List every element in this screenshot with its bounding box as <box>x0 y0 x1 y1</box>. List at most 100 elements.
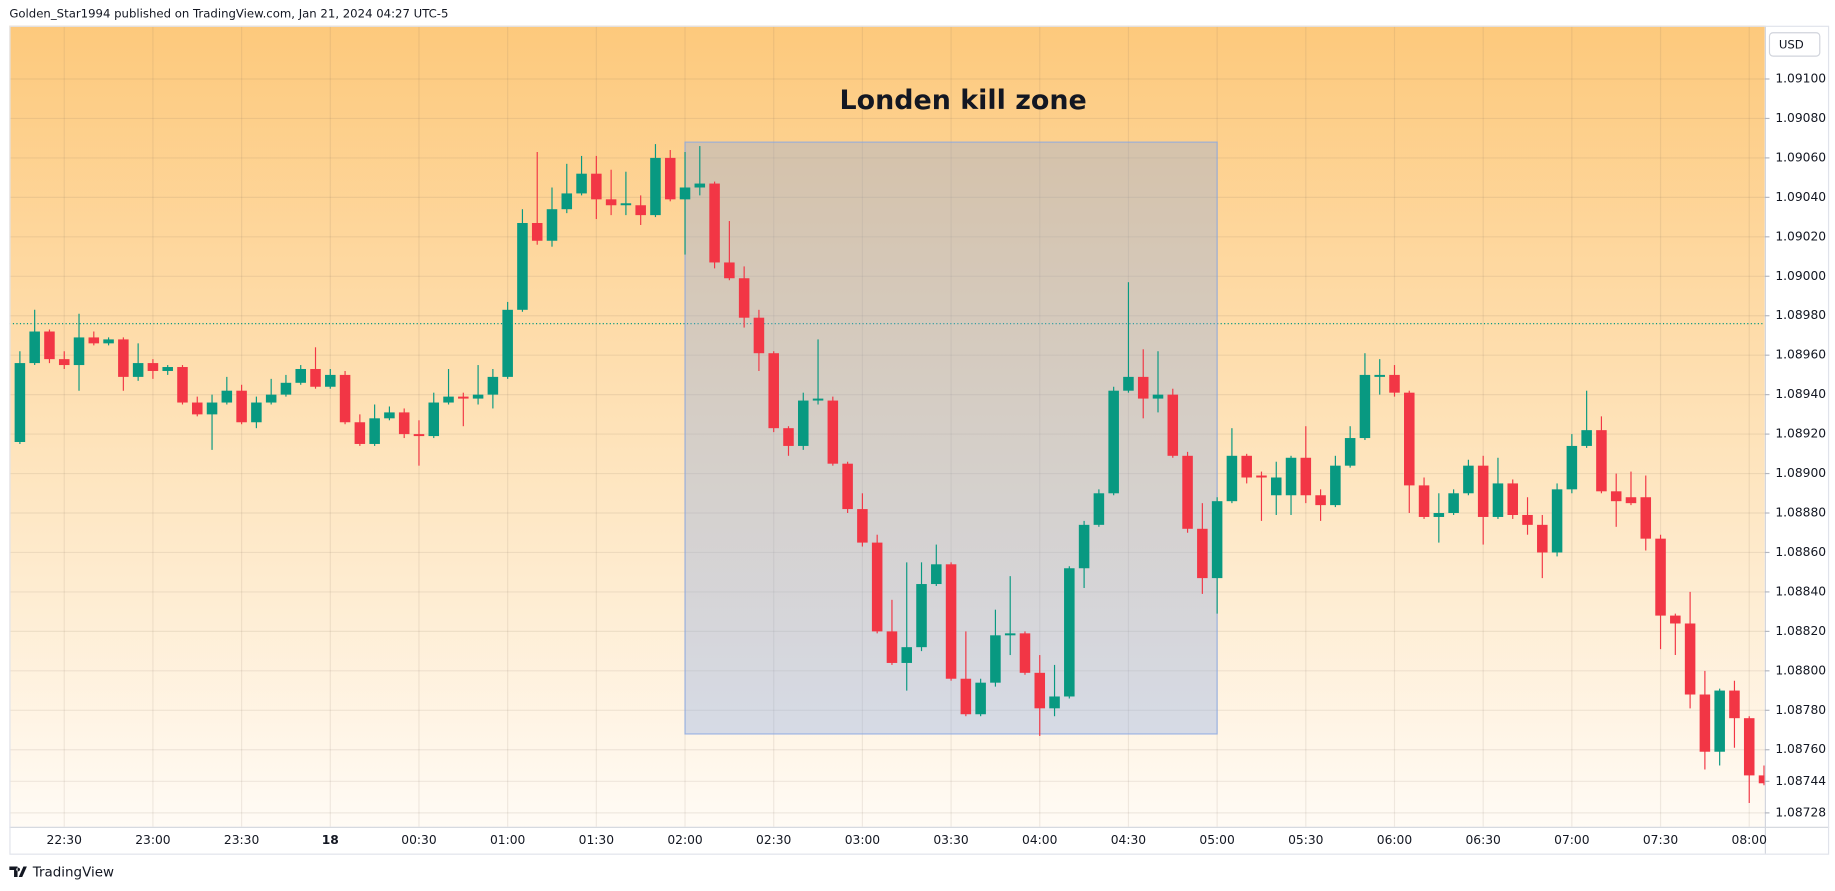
x-tick-label: 23:30 <box>224 833 259 847</box>
x-tick-label: 08:00 <box>1732 833 1767 847</box>
candle-body <box>265 394 277 403</box>
candle-body <box>576 173 587 194</box>
x-tick-label: 03:30 <box>933 833 968 847</box>
candle-body <box>103 339 114 344</box>
candle-body <box>1137 376 1149 399</box>
frame <box>9 25 1830 855</box>
candle-body <box>369 418 380 444</box>
candle-body <box>694 183 706 188</box>
candle-body <box>1714 690 1725 752</box>
candle-body <box>1758 775 1765 784</box>
candle-body <box>1522 514 1533 525</box>
candle-body <box>1433 513 1445 517</box>
candle-body <box>990 635 1001 683</box>
candle-body <box>191 402 203 415</box>
currency-label[interactable]: USD <box>1779 38 1804 52</box>
candle-body <box>58 359 70 366</box>
y-tick-label: 1.08728 <box>1775 805 1826 819</box>
y-tick-label: 1.08900 <box>1775 466 1826 480</box>
currency-button[interactable]: USD <box>1768 32 1821 57</box>
candle-body <box>724 262 735 279</box>
candle-body <box>206 402 218 415</box>
footer-logo: TradingView <box>9 865 114 880</box>
candle-body <box>443 396 454 403</box>
candle-body <box>1167 394 1179 456</box>
candle-body <box>960 678 972 715</box>
candle-body <box>458 396 469 399</box>
candle-body <box>620 203 632 206</box>
candle-body <box>1448 493 1459 514</box>
candle-body <box>945 564 957 679</box>
candle-body <box>487 376 499 395</box>
candle-body <box>635 205 646 216</box>
x-tick-label: 06:30 <box>1465 833 1500 847</box>
x-tick-label: 02:00 <box>667 833 702 847</box>
currency-box[interactable] <box>1768 32 1821 57</box>
x-tick-label: 05:30 <box>1288 833 1323 847</box>
candle-body <box>1699 694 1711 752</box>
candle-body <box>132 363 144 377</box>
y-tick-label: 1.08744 <box>1775 774 1826 788</box>
candle-body <box>325 374 336 387</box>
y-tick-label: 1.08940 <box>1775 387 1826 401</box>
candle-body <box>1551 489 1563 553</box>
candle-body <box>310 368 321 387</box>
candle-body <box>1492 483 1504 517</box>
candle-body <box>931 564 942 585</box>
candle-body <box>1211 501 1223 579</box>
candle-body <box>295 368 306 383</box>
candle-body <box>975 682 986 715</box>
candle-body <box>1359 374 1371 439</box>
candle-body <box>871 542 883 632</box>
candle-body <box>1463 465 1474 494</box>
candle-body <box>1093 493 1105 525</box>
y-tick-label: 1.09040 <box>1775 190 1826 204</box>
y-tick-label: 1.08820 <box>1775 624 1826 638</box>
x-tick-label: 07:30 <box>1643 833 1678 847</box>
candle-body <box>339 374 351 423</box>
x-tick-label: 04:30 <box>1111 833 1146 847</box>
footer-text: TradingView <box>32 865 114 880</box>
candle-body <box>1640 497 1652 539</box>
candle-body <box>1507 483 1519 515</box>
y-tick-label: 1.08980 <box>1775 308 1826 322</box>
candle-body <box>1064 568 1075 697</box>
candle-body <box>738 278 750 318</box>
candle-body <box>147 363 159 371</box>
candle-body <box>1049 696 1060 709</box>
candle-body <box>650 157 661 216</box>
candle-body <box>664 157 676 200</box>
y-tick-label: 1.09060 <box>1775 150 1826 164</box>
candle-body <box>798 400 809 446</box>
y-tick-label: 1.08760 <box>1775 742 1826 756</box>
candle-body <box>783 428 794 446</box>
candle-body <box>428 402 440 437</box>
x-tick-label: 01:30 <box>579 833 614 847</box>
candle-body <box>886 631 898 663</box>
candle-body <box>1743 718 1755 776</box>
candle-body <box>73 337 85 366</box>
y-tick-label: 1.08920 <box>1775 427 1826 441</box>
y-tick-label: 1.08880 <box>1775 506 1826 520</box>
price-axis <box>1764 25 1830 854</box>
candle-body <box>472 394 484 399</box>
candle-body <box>398 412 410 435</box>
x-tick-label: 02:30 <box>756 833 791 847</box>
candle-body <box>280 382 292 395</box>
candle-body <box>812 398 824 401</box>
candles <box>14 144 1765 804</box>
x-tick-label: 07:00 <box>1554 833 1589 847</box>
candle-body <box>901 647 912 663</box>
candle-body <box>605 199 617 206</box>
candle-body <box>221 390 233 403</box>
publish-info: Golden_Star1994 published on TradingView… <box>9 7 448 21</box>
candle-body <box>236 390 247 423</box>
candle-body <box>753 317 765 354</box>
candle-body <box>118 339 129 377</box>
candle-body <box>1670 615 1681 624</box>
candle-body <box>1182 455 1193 529</box>
candle-body <box>1684 623 1696 695</box>
candle-body <box>1108 390 1119 494</box>
candle-body <box>1610 491 1622 502</box>
